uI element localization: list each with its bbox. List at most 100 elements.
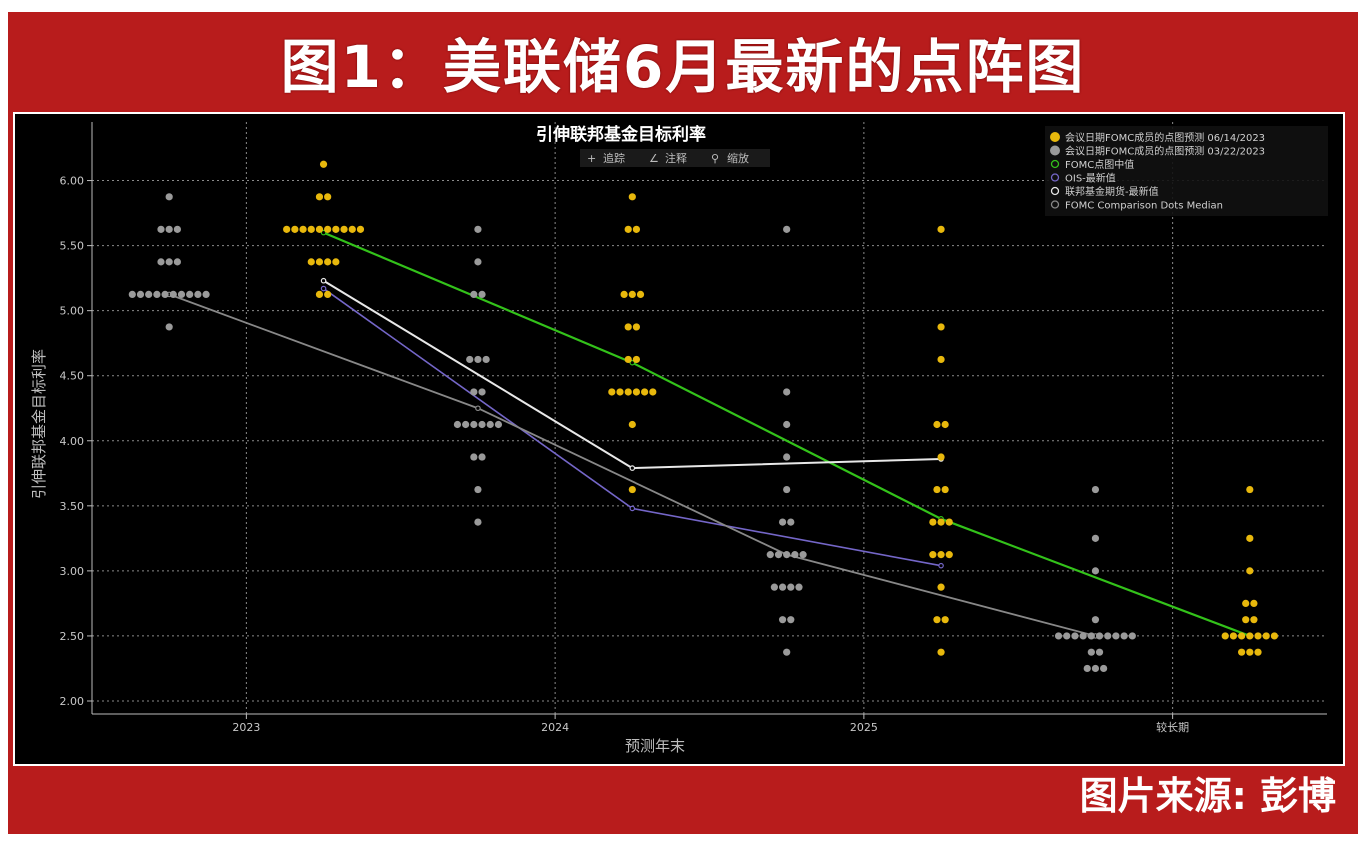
dot-0614 xyxy=(307,225,315,233)
dot-0614 xyxy=(1270,632,1279,640)
toolbar-zoom-button[interactable]: 缩放 xyxy=(727,151,749,165)
legend-dot-marker xyxy=(1050,145,1060,156)
dot-0322 xyxy=(1091,616,1100,624)
dot-0614 xyxy=(1246,632,1254,640)
dot-0614 xyxy=(933,616,941,624)
dot-0322 xyxy=(157,225,165,233)
dot-0322 xyxy=(474,225,482,233)
dot-0614 xyxy=(307,258,315,266)
search-icon[interactable]: ⚲ xyxy=(711,152,719,165)
dot-0614 xyxy=(945,551,953,559)
legend-label: FOMC Comparison Dots Median xyxy=(1065,201,1223,212)
dot-0614 xyxy=(299,225,307,233)
dot-0322 xyxy=(474,518,482,526)
dot-0614 xyxy=(632,323,641,331)
dot-0322 xyxy=(202,290,210,298)
dot-0322 xyxy=(1071,632,1079,640)
grid xyxy=(92,122,1327,714)
dot-0322 xyxy=(787,616,795,624)
dot-0614 xyxy=(937,583,945,591)
dot-0614 xyxy=(1246,648,1254,656)
dot-0614 xyxy=(624,355,632,364)
pen-icon[interactable]: ∠ xyxy=(649,152,659,165)
dot-0322 xyxy=(478,453,486,461)
plus-icon[interactable]: + xyxy=(587,152,596,165)
dot-0614 xyxy=(315,290,324,298)
dot-0322 xyxy=(474,485,482,494)
x-tick-label: 较长期 xyxy=(1156,720,1189,734)
dot-0614 xyxy=(937,453,945,461)
dot-0614 xyxy=(608,388,616,396)
dot-0322 xyxy=(486,420,494,429)
dot-0322 xyxy=(128,290,136,298)
dot-0322 xyxy=(778,518,787,526)
dot-0322 xyxy=(795,583,803,591)
dot-0614 xyxy=(632,355,641,364)
comparison-median-point xyxy=(475,405,481,412)
dot-0614 xyxy=(1229,632,1238,640)
dot-0322 xyxy=(1054,632,1063,640)
y-axis-title: 引伸联邦基金目标利率 xyxy=(30,349,48,499)
ois-point xyxy=(938,562,944,569)
dot-markers xyxy=(128,160,1279,673)
dot-0614 xyxy=(1246,485,1254,494)
dot-0322 xyxy=(774,551,783,559)
y-tick-label: 2.50 xyxy=(60,630,85,643)
dot-0322 xyxy=(1063,632,1071,640)
dot-0322 xyxy=(186,290,194,298)
dot-0614 xyxy=(356,225,365,233)
y-tick-label: 4.50 xyxy=(60,370,85,383)
legend-label: 联邦基金期货-最新值 xyxy=(1065,185,1159,198)
toolbar-annotate-button[interactable]: 注释 xyxy=(665,151,687,165)
red-frame: 图1：美联储6月最新的点阵图 2.00 2.50 3.00 3.50 4.00 4.50 5… xyxy=(8,12,1358,834)
x-axis-title: 预测年末 xyxy=(625,737,685,755)
dot-0322 xyxy=(165,193,173,201)
dot-0614 xyxy=(324,193,332,201)
dot-0322 xyxy=(165,258,173,266)
dot-0614 xyxy=(616,388,624,396)
dot-0614 xyxy=(937,323,945,331)
ois-point xyxy=(629,505,636,512)
dot-0322 xyxy=(1079,632,1087,640)
dot-0322 xyxy=(153,290,161,298)
banner-title: 图1：美联储6月最新的点阵图 xyxy=(280,33,1086,101)
dot-0614 xyxy=(929,518,937,526)
dot-0322 xyxy=(1128,632,1136,640)
dot-0614 xyxy=(324,258,332,266)
legend-ring-marker xyxy=(1050,200,1060,209)
dot-0614 xyxy=(945,518,953,526)
dot-0322 xyxy=(466,355,474,364)
series-lines xyxy=(166,229,1253,639)
dot-0322 xyxy=(799,551,807,559)
dot-0322 xyxy=(169,290,177,298)
dot-0322 xyxy=(462,420,470,429)
legend-ring-marker xyxy=(1050,173,1060,182)
dot-0322 xyxy=(470,453,478,461)
dot-0614 xyxy=(624,388,632,396)
dot-0322 xyxy=(791,551,799,559)
dot-0322 xyxy=(1087,632,1095,640)
dot-0614 xyxy=(324,290,332,298)
dot-0322 xyxy=(783,225,791,233)
y-tick-label: 5.00 xyxy=(60,305,85,318)
dot-0322 xyxy=(470,388,478,396)
fed-funds-futures-point xyxy=(629,465,636,471)
dot-0322 xyxy=(165,323,173,331)
dot-0614 xyxy=(1250,599,1258,608)
legend-label: FOMC点图中值 xyxy=(1065,158,1134,171)
fomc-median-point xyxy=(320,229,327,236)
dot-0614 xyxy=(933,420,941,429)
dot-0614 xyxy=(941,420,949,429)
legend: 会议日期FOMC成员的点图预测 06/14/2023会议日期FOMC成员的点图预… xyxy=(1045,126,1328,216)
image-source: 图片来源: 彭博 xyxy=(1079,774,1336,818)
dot-0322 xyxy=(1091,485,1100,494)
dot-0614 xyxy=(632,225,641,233)
dot-0614 xyxy=(1238,632,1246,640)
dot-0322 xyxy=(1104,632,1112,640)
toolbar-track-button[interactable]: 追踪 xyxy=(603,151,625,165)
dot-0322 xyxy=(161,290,169,298)
chart-toolbar: + 追踪 ∠ 注释 ⚲ 缩放 xyxy=(580,149,770,167)
dot-0322 xyxy=(470,290,478,298)
dot-0322 xyxy=(474,258,482,266)
dot-0614 xyxy=(941,485,949,494)
